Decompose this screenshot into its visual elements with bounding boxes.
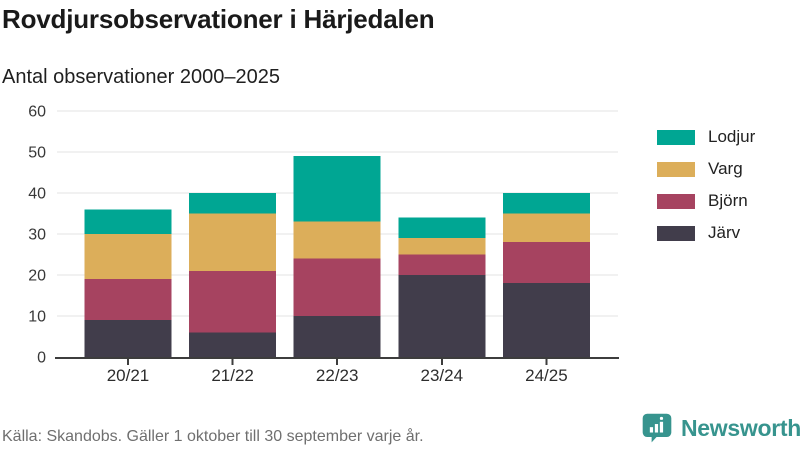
chart-subtitle: Antal observationer 2000–2025	[2, 66, 280, 88]
bar-segment-björn-21-22	[189, 270, 277, 333]
y-axis-tick-label: 20	[28, 268, 46, 285]
y-axis-tick-label: 60	[28, 104, 46, 121]
bar-segment-järv-23-24	[398, 275, 486, 357]
bar-segment-varg-21-22	[189, 213, 277, 271]
legend-label: Björn	[708, 191, 748, 210]
legend-label: Järv	[708, 223, 741, 242]
bar-segment-lodjur-21-22	[189, 193, 277, 214]
bar-segment-björn-24-25	[502, 242, 590, 284]
chart-legend: Lodjur Varg Björn Järv	[657, 127, 755, 255]
stacked-bar-chart: 0 10 20 30 40 50 60 20/21 21/22 22/23 23/24 24/25	[28, 104, 619, 385]
legend-swatch-björn	[657, 193, 695, 209]
legend-swatch-lodjur	[657, 129, 695, 145]
legend-label: Varg	[708, 159, 743, 178]
bar-segment-lodjur-23-24	[398, 217, 486, 239]
bar-segment-varg-24-25	[502, 213, 590, 243]
source-note: Källa: Skandobs. Gäller 1 oktober till 3…	[2, 428, 424, 445]
legend-label: Lodjur	[708, 127, 756, 146]
bar-segment-varg-20-21	[84, 234, 172, 280]
y-axis-tick-label: 30	[28, 227, 46, 244]
legend-item-björn: Björn	[657, 191, 755, 211]
bar-segment-lodjur-24-25	[502, 193, 590, 214]
bar-segment-järv-20-21	[84, 320, 172, 357]
newsworthy-logo-icon	[642, 413, 672, 443]
x-axis-tick-label: 23/24	[421, 366, 464, 385]
brand-name: Newsworthy	[681, 415, 800, 441]
x-axis-tick-label: 21/22	[211, 366, 254, 385]
y-axis-tick-label: 0	[37, 350, 46, 367]
legend-swatch-järv	[657, 225, 695, 241]
bar-segment-björn-23-24	[398, 254, 486, 275]
newsworthy-branding: Newsworthy	[640, 411, 800, 446]
y-axis-tick-label: 40	[28, 186, 46, 203]
x-axis-tick-label: 20/21	[107, 366, 150, 385]
legend-item-lodjur: Lodjur	[657, 127, 755, 147]
chart-title: Rovdjursobservationer i Härjedalen	[2, 4, 435, 34]
legend-item-varg: Varg	[657, 159, 755, 179]
bar-segment-lodjur-22-23	[293, 156, 381, 222]
y-axis-tick-label: 10	[28, 309, 46, 326]
bar-segment-järv-24-25	[502, 283, 590, 357]
bar-segment-järv-21-22	[189, 332, 277, 357]
bar-segment-lodjur-20-21	[84, 209, 172, 234]
x-axis-tick-label: 22/23	[316, 366, 359, 385]
legend-swatch-varg	[657, 161, 695, 177]
bar-segment-björn-20-21	[84, 279, 172, 321]
bar-segment-varg-23-24	[398, 238, 486, 255]
legend-item-järv: Järv	[657, 223, 755, 243]
y-axis-tick-label: 50	[28, 145, 46, 162]
x-axis-tick-label: 24/25	[525, 366, 568, 385]
bar-segment-varg-22-23	[293, 221, 381, 259]
bar-segment-björn-22-23	[293, 258, 381, 316]
bar-segment-järv-22-23	[293, 316, 381, 357]
